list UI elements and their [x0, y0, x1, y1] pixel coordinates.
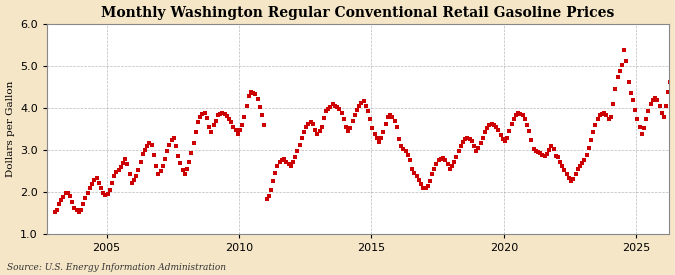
Y-axis label: Dollars per Gallon: Dollars per Gallon [5, 81, 15, 177]
Text: Source: U.S. Energy Information Administration: Source: U.S. Energy Information Administ… [7, 263, 225, 272]
Title: Monthly Washington Regular Conventional Retail Gasoline Prices: Monthly Washington Regular Conventional … [101, 6, 615, 20]
